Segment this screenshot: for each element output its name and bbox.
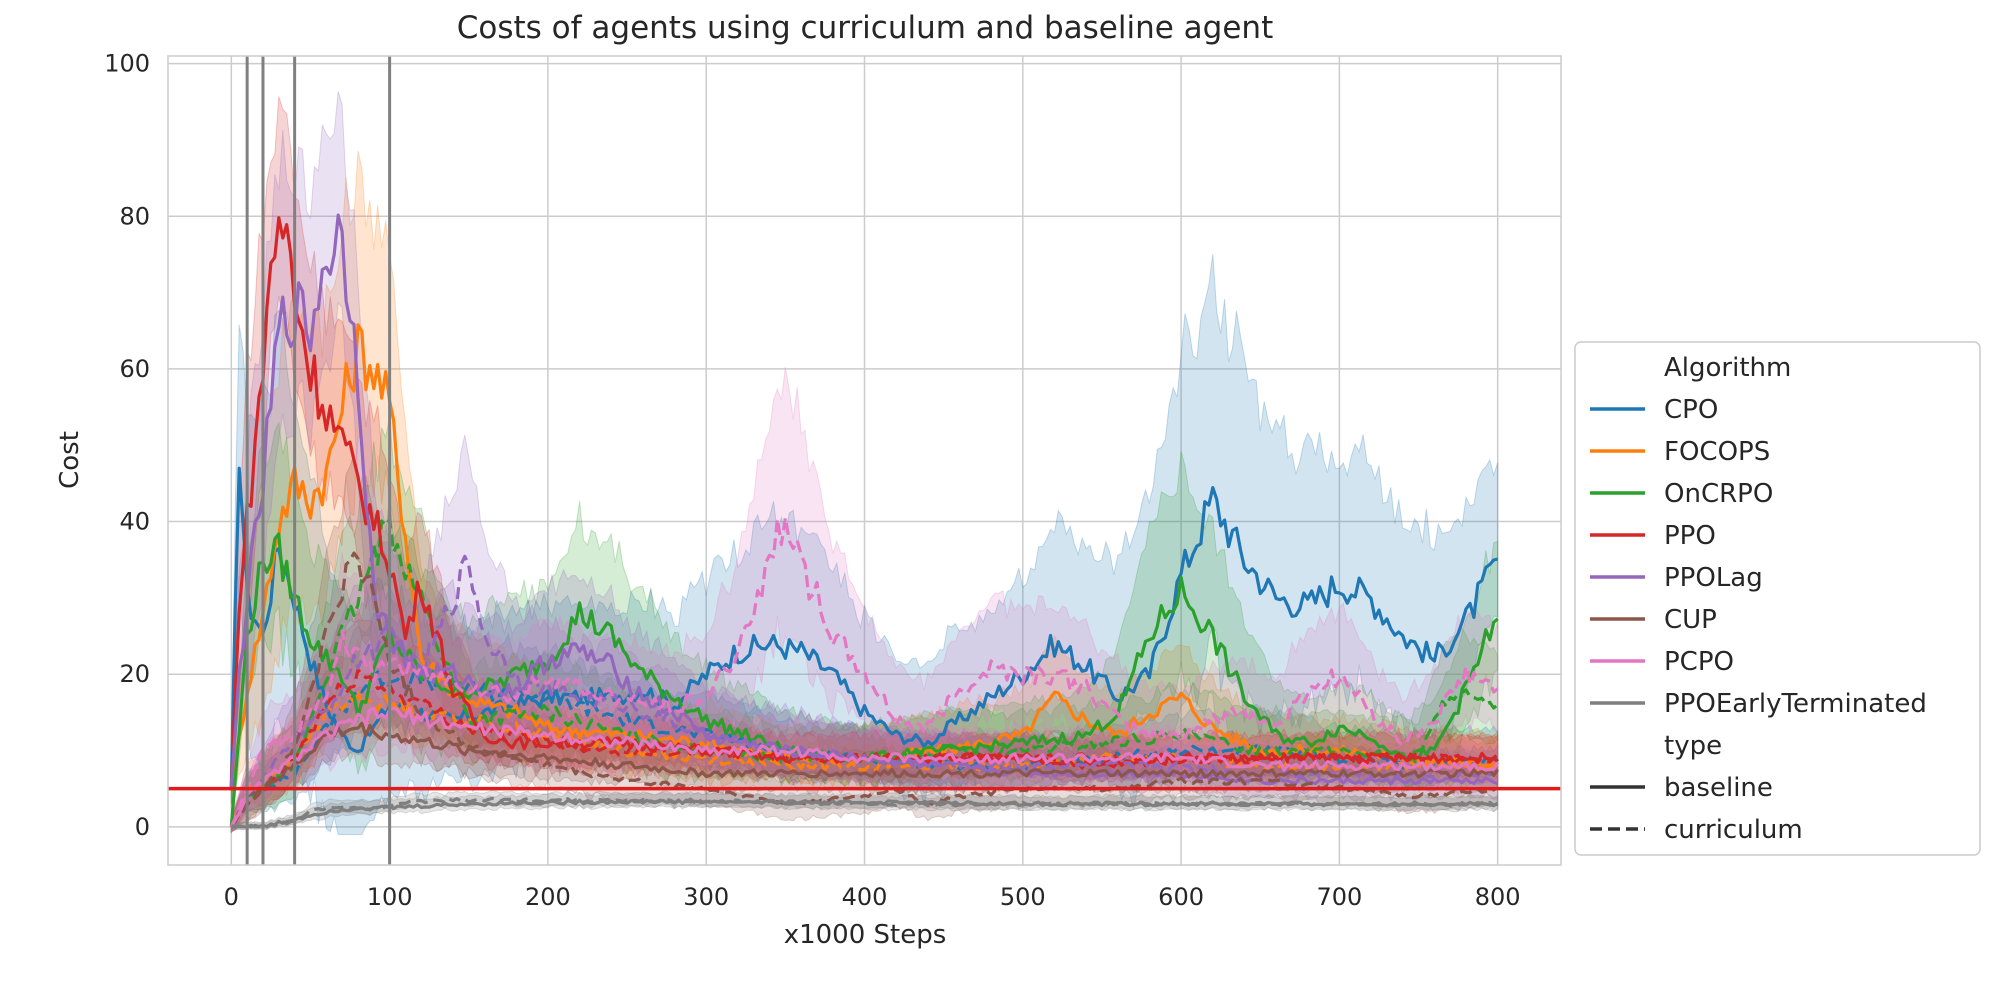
x-tick-label: 700 — [1316, 883, 1362, 911]
confidence-band-oncrpo-baseline — [230, 421, 1499, 832]
legend-label-focops: FOCOPS — [1664, 437, 1770, 467]
x-tick-label: 300 — [683, 883, 729, 911]
x-axis-ticks: 0 100 200 300 400 500 600 700 800 — [224, 883, 1521, 911]
y-tick-label: 20 — [119, 660, 150, 688]
legend-label-pcpo: PCPO — [1664, 647, 1734, 677]
series-lines — [229, 213, 1500, 829]
series-line-cpo-curriculum — [229, 668, 1500, 828]
legend: Algorithm CPO FOCOPS OnCRPO PPO PPOLag CUP PCPO… — [1574, 341, 1981, 856]
legend-label-cpo: CPO — [1664, 395, 1718, 425]
x-tick-label: 100 — [367, 883, 413, 911]
y-tick-label: 80 — [119, 202, 150, 230]
x-tick-label: 600 — [1158, 883, 1204, 911]
x-tick-label: 400 — [842, 883, 888, 911]
legend-frame — [1574, 341, 1981, 856]
y-tick-label: 100 — [104, 50, 150, 78]
legend-label-ppolag: PPOLag — [1664, 563, 1763, 593]
chart-title: Costs of agents using curriculum and bas… — [457, 10, 1273, 46]
x-axis-label: x1000 Steps — [784, 920, 947, 950]
plot-area — [167, 55, 1562, 866]
series-line-pcpo-baseline — [229, 706, 1500, 828]
y-tick-label: 60 — [119, 355, 150, 383]
legend-label-oncrpo: OnCRPO — [1664, 479, 1773, 509]
y-axis-label: Cost — [55, 431, 85, 489]
legend-label-cup: CUP — [1664, 605, 1717, 635]
series-line-cpo-baseline — [229, 466, 1499, 787]
confidence-band-ppoearlyterminated-curriculum — [230, 789, 1499, 831]
y-tick-label: 0 — [135, 813, 150, 841]
series-line-ppoearlyterminated-baseline — [231, 798, 1499, 829]
y-tick-label: 40 — [119, 508, 150, 536]
legend-label-ppoearlyterminated: PPOEarlyTerminated — [1664, 689, 1927, 719]
legend-title-algorithm: Algorithm — [1664, 353, 1791, 383]
plot-frame — [167, 55, 1562, 866]
x-tick-label: 0 — [224, 883, 239, 911]
legend-label-curriculum: curriculum — [1664, 815, 1803, 845]
legend-label-baseline: baseline — [1664, 773, 1773, 803]
reference-lines — [168, 56, 1561, 865]
series-line-cup-curriculum — [230, 551, 1499, 828]
x-tick-label: 800 — [1475, 883, 1521, 911]
series-line-ppoearlyterminated-curriculum — [230, 796, 1499, 829]
x-tick-label: 500 — [1000, 883, 1046, 911]
y-axis-ticks: 0 20 40 60 80 100 — [104, 50, 150, 841]
legend-label-ppo: PPO — [1664, 521, 1716, 551]
legend-title-type: type — [1664, 731, 1722, 761]
x-tick-label: 200 — [525, 883, 571, 911]
series-line-cup-baseline — [229, 721, 1500, 828]
series-line-pcpo-curriculum — [229, 516, 1499, 828]
confidence-band-pcpo-curriculum — [230, 366, 1499, 834]
legend-items: Algorithm CPO FOCOPS OnCRPO PPO PPOLag CUP PCPO… — [1590, 353, 1927, 845]
